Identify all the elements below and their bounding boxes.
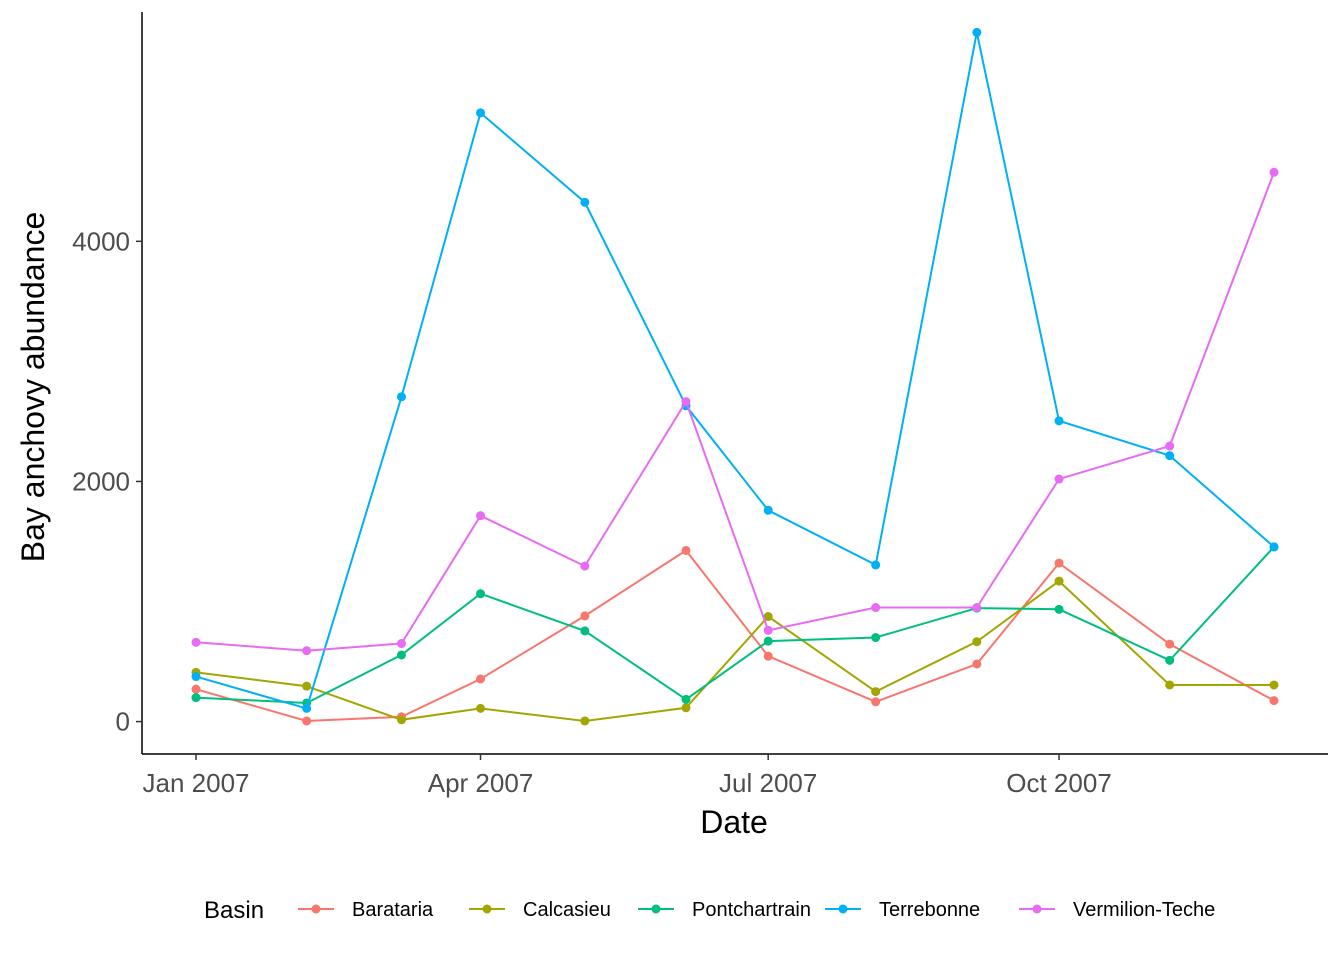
data-point-barataria (1165, 639, 1175, 649)
data-point-barataria (580, 611, 590, 621)
data-point-pontchartrain (681, 694, 691, 704)
x-tick-label: Apr 2007 (428, 768, 534, 798)
data-point-calcasieu (580, 716, 590, 726)
data-point-vermilion-teche (1269, 167, 1279, 177)
x-axis-title: Date (700, 804, 768, 840)
legend-item-pontchartrain: Pontchartrain (638, 899, 811, 921)
data-point-calcasieu (1165, 680, 1175, 690)
x-axis-ticks: Jan 2007 Apr 2007 Jul 2007 Oct 2007 (143, 754, 1112, 798)
data-point-vermilion-teche (763, 625, 773, 635)
data-point-vermilion-teche (1054, 474, 1064, 484)
data-point-calcasieu (396, 715, 406, 725)
x-tick-label: Oct 2007 (1006, 768, 1112, 798)
data-point-barataria (191, 684, 201, 694)
legend-item-vermilion-teche: Vermilion-Teche (1019, 899, 1215, 921)
data-point-vermilion-teche (476, 511, 486, 521)
data-point-barataria (1054, 558, 1064, 568)
data-point-pontchartrain (580, 626, 590, 636)
legend-key-point (482, 904, 492, 914)
data-point-terrebonne (396, 392, 406, 402)
data-point-barataria (972, 659, 982, 669)
data-point-barataria (1269, 696, 1279, 706)
legend-label: Vermilion-Teche (1073, 899, 1215, 921)
data-point-vermilion-teche (972, 603, 982, 613)
legend-label: Barataria (352, 899, 434, 921)
y-axis-ticks: 0 2000 4000 (72, 226, 142, 737)
legend-title: Basin (204, 897, 264, 924)
data-point-barataria (681, 545, 691, 555)
x-tick-label: Jan 2007 (143, 768, 250, 798)
data-point-terrebonne (871, 560, 881, 570)
series-line-calcasieu (195, 579, 1274, 723)
legend-key-point (1032, 904, 1042, 914)
data-point-barataria (302, 716, 312, 726)
data-point-calcasieu (972, 637, 982, 647)
data-point-vermilion-teche (580, 561, 590, 571)
series-calcasieu (191, 576, 1279, 726)
data-point-calcasieu (1269, 680, 1279, 690)
data-point-terrebonne (1165, 451, 1175, 461)
data-point-pontchartrain (476, 589, 486, 599)
data-point-calcasieu (476, 703, 486, 713)
legend: Basin Barataria Calcasieu Pontchartrain Ter… (204, 897, 1215, 924)
data-point-pontchartrain (191, 693, 201, 703)
data-point-vermilion-teche (871, 603, 881, 613)
y-axis-title: Bay anchovy abundance (15, 212, 51, 562)
data-point-terrebonne (1054, 416, 1064, 426)
legend-item-barataria: Barataria (298, 899, 434, 921)
data-point-pontchartrain (1054, 604, 1064, 614)
series-line-vermilion-teche (195, 171, 1275, 652)
legend-key-point (651, 904, 661, 914)
series-layer (191, 27, 1279, 726)
data-point-vermilion-teche (1165, 441, 1175, 451)
data-point-calcasieu (302, 681, 312, 691)
y-tick-label: 2000 (72, 466, 130, 496)
data-point-barataria (871, 697, 881, 707)
data-point-vermilion-teche (396, 639, 406, 649)
data-point-pontchartrain (396, 650, 406, 660)
data-point-terrebonne (1269, 542, 1279, 552)
x-tick-label: Jul 2007 (719, 768, 817, 798)
data-point-terrebonne (302, 703, 312, 713)
data-point-vermilion-teche (302, 646, 312, 656)
legend-label: Terrebonne (879, 899, 980, 921)
data-point-terrebonne (476, 108, 486, 118)
legend-key-point (838, 904, 848, 914)
data-point-calcasieu (681, 703, 691, 713)
data-point-terrebonne (580, 197, 590, 207)
y-tick-label: 0 (116, 707, 130, 737)
data-point-terrebonne (191, 672, 201, 682)
y-tick-label: 4000 (72, 226, 130, 256)
data-point-terrebonne (972, 27, 982, 37)
legend-item-terrebonne: Terrebonne (825, 899, 980, 921)
data-point-vermilion-teche (191, 637, 201, 647)
data-point-terrebonne (763, 505, 773, 515)
data-point-vermilion-teche (681, 397, 691, 407)
data-point-pontchartrain (1165, 655, 1175, 665)
data-point-calcasieu (763, 612, 773, 622)
series-line-terrebonne (195, 32, 1275, 710)
data-point-barataria (476, 674, 486, 684)
data-point-calcasieu (1054, 576, 1064, 586)
legend-label: Calcasieu (523, 899, 611, 921)
legend-label: Pontchartrain (692, 899, 811, 921)
series-terrebonne (191, 27, 1279, 713)
legend-key-point (311, 904, 321, 914)
data-point-pontchartrain (763, 636, 773, 646)
series-line-pontchartrain (195, 546, 1275, 705)
data-point-calcasieu (871, 687, 881, 697)
legend-item-calcasieu: Calcasieu (469, 899, 611, 921)
series-barataria (191, 545, 1279, 726)
series-vermilion-teche (191, 167, 1279, 656)
data-point-pontchartrain (871, 633, 881, 643)
series-pontchartrain (191, 542, 1279, 708)
data-point-barataria (763, 651, 773, 661)
series-line-barataria (195, 549, 1275, 723)
